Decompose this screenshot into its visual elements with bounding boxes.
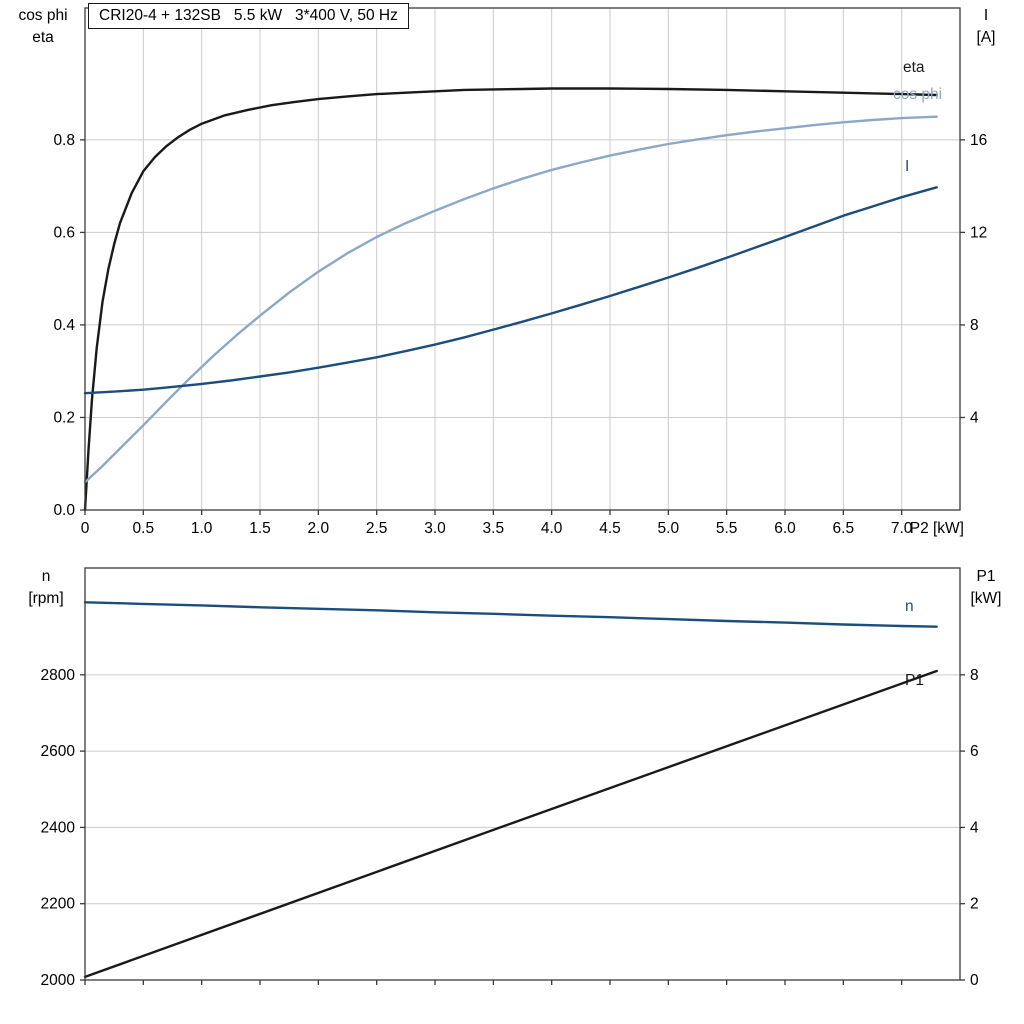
svg-text:12: 12 [970, 224, 987, 241]
svg-text:2800: 2800 [41, 667, 76, 684]
svg-text:2: 2 [970, 896, 979, 913]
curve-label-cos-phi: cos phi [893, 86, 943, 103]
svg-text:3.0: 3.0 [424, 520, 446, 537]
svg-text:6: 6 [970, 743, 979, 760]
svg-text:1.0: 1.0 [191, 520, 213, 537]
svg-text:2000: 2000 [41, 972, 76, 989]
svg-text:2400: 2400 [41, 819, 76, 836]
svg-text:P2 [kW]: P2 [kW] [910, 520, 964, 537]
svg-text:5.5: 5.5 [716, 520, 738, 537]
bottom-chart-left-axis-title: n [rpm] [4, 566, 88, 610]
curve-label-speed: n [905, 598, 914, 615]
right-axis-title-current: I [983, 7, 989, 24]
right-axis-title-current-unit: [A] [976, 29, 996, 46]
svg-text:2600: 2600 [41, 743, 76, 760]
right-axis-title-p1-unit: [kW] [970, 590, 1002, 607]
svg-text:4: 4 [970, 819, 979, 836]
svg-text:5.0: 5.0 [658, 520, 680, 537]
svg-text:16: 16 [970, 132, 987, 149]
left-axis-title-speed-unit: [rpm] [28, 590, 64, 607]
svg-text:0.4: 0.4 [53, 317, 75, 334]
bottom-chart-right-axis-title: P1 [kW] [958, 566, 1014, 610]
svg-text:0.8: 0.8 [53, 132, 75, 149]
svg-text:2.0: 2.0 [308, 520, 330, 537]
svg-text:0.6: 0.6 [53, 224, 75, 241]
svg-text:0.2: 0.2 [53, 409, 75, 426]
svg-text:4.0: 4.0 [541, 520, 563, 537]
svg-text:0: 0 [81, 520, 90, 537]
svg-text:0: 0 [970, 972, 979, 989]
right-axis-title-p1: P1 [976, 568, 996, 585]
curve-label-eta: eta [903, 59, 925, 76]
svg-text:6.5: 6.5 [833, 520, 855, 537]
left-axis-title-eta: eta [32, 29, 54, 46]
svg-text:4.5: 4.5 [599, 520, 621, 537]
svg-text:4: 4 [970, 409, 979, 426]
left-axis-title-speed: n [41, 568, 51, 585]
top-chart-right-axis-title: I [A] [964, 5, 1008, 49]
svg-text:8: 8 [970, 317, 979, 334]
curve-label-p1: P1 [905, 672, 924, 689]
svg-text:0.5: 0.5 [133, 520, 155, 537]
chart-title-box: CRI20-4 + 132SB 5.5 kW 3*400 V, 50 Hz [88, 3, 409, 29]
curve-label-current: I [905, 158, 910, 175]
svg-text:3.5: 3.5 [483, 520, 505, 537]
left-axis-title-cos-phi: cos phi [18, 7, 68, 24]
svg-text:6.0: 6.0 [774, 520, 796, 537]
svg-text:1.5: 1.5 [249, 520, 271, 537]
top-chart-left-axis-title: cos phi eta [2, 5, 84, 49]
svg-text:2200: 2200 [41, 896, 76, 913]
svg-text:0.0: 0.0 [53, 502, 75, 519]
svg-text:2.5: 2.5 [366, 520, 388, 537]
svg-text:7.0: 7.0 [891, 520, 913, 537]
svg-text:8: 8 [970, 667, 979, 684]
